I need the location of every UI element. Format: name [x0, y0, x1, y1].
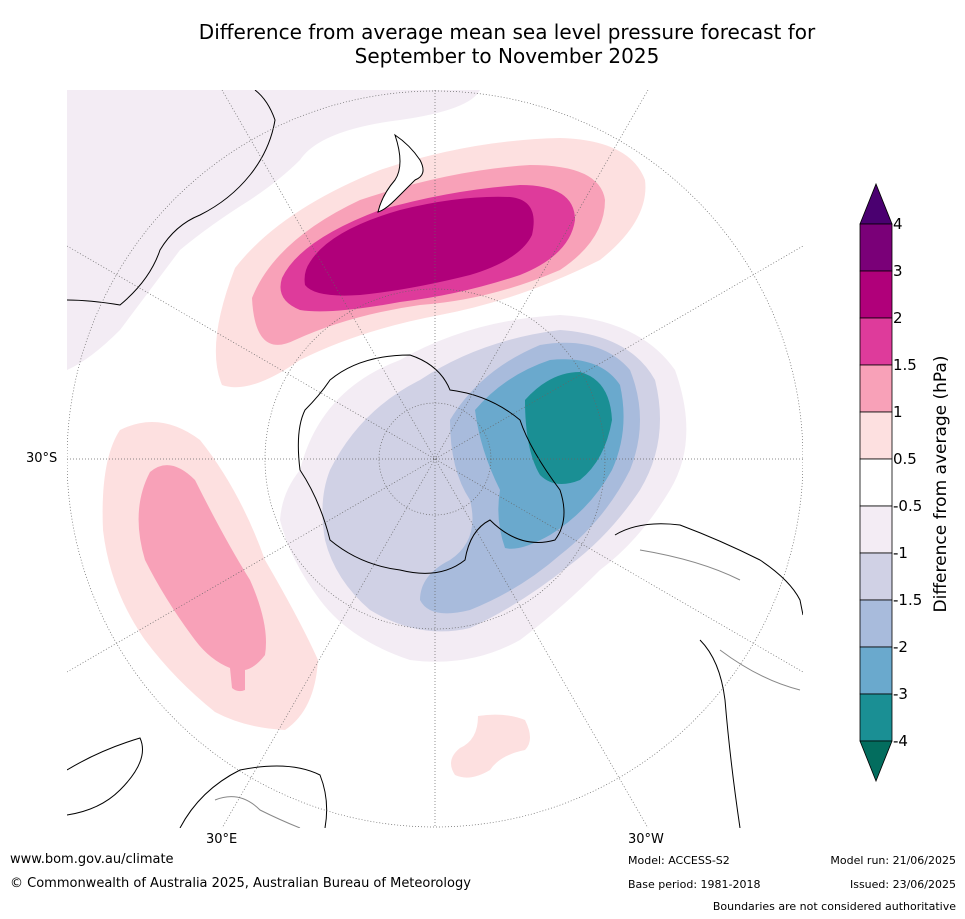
colorbar-segment — [859, 693, 893, 742]
colorbar-segment — [859, 411, 893, 460]
south-america-border — [639, 549, 801, 691]
colorbar-segment — [859, 646, 893, 695]
colorbar-tick-label: 1 — [893, 403, 903, 421]
africa-coastline — [67, 737, 328, 828]
colorbar-segment — [859, 599, 893, 648]
colorbar-tick-label: 2 — [893, 309, 903, 327]
lat-label-30s: 30°S — [26, 451, 58, 466]
website-link[interactable]: www.bom.gov.au/climate — [10, 852, 174, 867]
colorbar-tick-label: -3 — [893, 685, 908, 703]
model-name: Model: ACCESS-S2 — [628, 854, 730, 867]
colorbar-tick-label: -1 — [893, 544, 908, 562]
colorbar-tick-label: 0.5 — [893, 450, 917, 468]
lon-label-30e: 30°E — [206, 832, 238, 847]
colorbar-segment — [859, 270, 893, 319]
anomaly-region-neg-light-tasman — [67, 90, 480, 370]
copyright-text: © Commonwealth of Australia 2025, Austra… — [10, 876, 471, 891]
colorbar-tick-label: -1.5 — [893, 591, 923, 609]
chart-title: Difference from average mean sea level p… — [0, 20, 965, 68]
anomaly-region-pos-2-3 — [304, 196, 534, 296]
lon-label-30w: 30°W — [628, 832, 664, 847]
new-zealand-coastline — [377, 133, 424, 213]
issued-date: Issued: 23/06/2025 — [849, 878, 956, 891]
colorbar-title: Difference from average (hPa) — [931, 355, 951, 613]
colorbar-tick-label: -4 — [893, 732, 908, 750]
colorbar-segment — [859, 364, 893, 413]
antarctica-coastline — [297, 354, 565, 574]
africa-border — [214, 796, 301, 828]
anomaly-region-neg-3-4 — [525, 372, 612, 484]
model-run-date: Model run: 21/06/2025 — [830, 854, 956, 867]
colorbar-over-arrow — [859, 182, 893, 225]
colorbar-segment — [859, 505, 893, 554]
base-period: Base period: 1981-2018 — [628, 878, 761, 891]
south-america-coastline — [614, 523, 803, 828]
anomaly-region-pos-05-1-patch — [451, 714, 530, 778]
australia-coastline — [67, 90, 276, 306]
colorbar-segment — [859, 317, 893, 366]
colorbar-segment — [859, 458, 893, 507]
colorbar-tick-label: 4 — [893, 215, 903, 233]
colorbar-tick-label: 3 — [893, 262, 903, 280]
colorbar — [859, 182, 893, 783]
title-line-2: September to November 2025 — [354, 44, 660, 68]
colorbar-segment — [859, 223, 893, 272]
anomaly-region-pos-1-15-atlantic — [138, 465, 266, 692]
map-frame — [67, 90, 803, 828]
graticule — [67, 90, 803, 828]
title-line-1: Difference from average mean sea level p… — [198, 20, 816, 44]
colorbar-tick-label: -0.5 — [893, 497, 923, 515]
colorbar-under-arrow — [859, 740, 893, 783]
colorbar-tick-label: 1.5 — [893, 356, 917, 374]
colorbar-tick-label: -2 — [893, 638, 908, 656]
colorbar-segment — [859, 552, 893, 601]
disclaimer-text: Boundaries are not considered authoritat… — [712, 900, 956, 913]
